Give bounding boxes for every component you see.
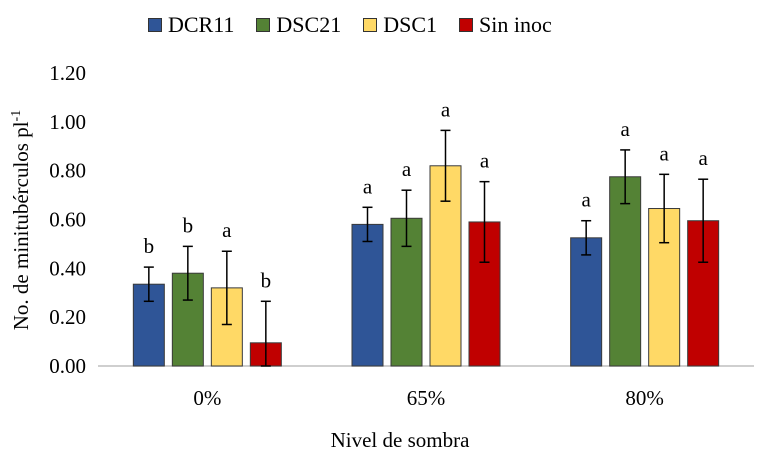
legend-label-sin-inoc: Sin inoc [479, 12, 552, 37]
legend-label-dsc21: DSC21 [276, 12, 342, 37]
significance-label: a [660, 141, 670, 165]
y-tick-label: 0.40 [49, 256, 86, 280]
significance-label: b [183, 213, 194, 237]
legend-item-dsc1: DSC1 [363, 12, 437, 38]
legend-item-dcr11: DCR11 [148, 12, 234, 38]
legend-label-dsc1: DSC1 [383, 12, 438, 37]
legend-label-dcr11: DCR11 [168, 12, 235, 37]
legend-item-dsc21: DSC21 [256, 12, 341, 38]
significance-label: a [441, 97, 451, 121]
x-axis-title: Nivel de sombra [331, 428, 470, 452]
significance-label: a [480, 149, 490, 173]
significance-label: a [621, 117, 631, 141]
significance-label: b [144, 234, 155, 258]
x-tick-label: 80% [625, 386, 664, 410]
legend: DCR11 DSC21 DSC1 Sin inoc [148, 12, 574, 38]
y-tick-label: 1.00 [49, 110, 86, 134]
y-tick-label: 0.80 [49, 159, 86, 183]
significance-label: a [222, 218, 232, 242]
y-axis-title: No. de minitubérculos pl-1 [9, 110, 33, 330]
bar [570, 237, 603, 367]
x-tick-label: 65% [407, 386, 446, 410]
y-tick-label: 0.00 [49, 354, 86, 378]
y-axis-title-main: No. de minitubérculos pl [9, 121, 33, 330]
significance-label: a [699, 146, 709, 170]
significance-label: a [402, 157, 412, 181]
x-tick-label: 0% [193, 386, 221, 410]
y-tick-label: 0.20 [49, 305, 86, 329]
legend-item-sin-inoc: Sin inoc [459, 12, 552, 38]
bar [687, 220, 720, 367]
bar [351, 223, 384, 367]
y-tick-label: 1.20 [49, 61, 86, 85]
legend-swatch-dsc21 [256, 18, 271, 32]
significance-label: b [261, 268, 272, 292]
legend-swatch-sin-inoc [459, 18, 474, 32]
bar [609, 176, 642, 367]
legend-swatch-dsc1 [363, 18, 378, 32]
significance-label: a [582, 188, 592, 212]
y-axis-title-superscript: -1 [9, 110, 24, 122]
legend-swatch-dcr11 [148, 18, 162, 32]
y-tick-label: 0.60 [49, 208, 86, 232]
significance-label: a [363, 174, 373, 198]
